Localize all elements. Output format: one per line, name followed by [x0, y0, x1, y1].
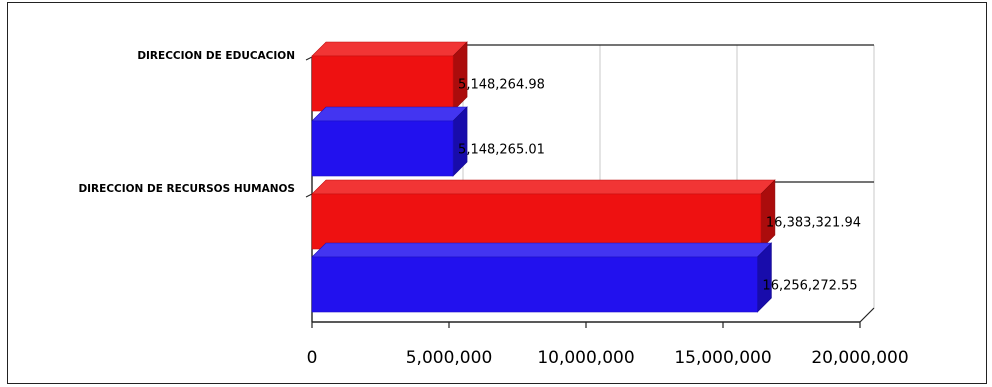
category-label: DIRECCION DE EDUCACION: [137, 50, 295, 62]
bar-top-face: [311, 106, 468, 122]
data-label: 16,256,272.55: [762, 279, 857, 294]
category-tick: [305, 193, 313, 198]
data-label: 5,148,264.98: [458, 78, 545, 93]
x-tick-label: 20,000,000: [811, 348, 908, 368]
bar-top-face: [311, 179, 776, 195]
data-label: 16,383,321.94: [766, 216, 861, 231]
bar: [311, 120, 454, 177]
x-axis-edge: [859, 307, 875, 323]
bar: [311, 55, 454, 112]
x-tick-label: 10,000,000: [537, 348, 634, 368]
x-tick-label: 5,000,000: [406, 348, 493, 368]
bar: [311, 256, 758, 313]
data-label: 5,148,265.01: [458, 143, 545, 158]
bar-top-face: [311, 41, 468, 57]
x-tick-label: 15,000,000: [674, 348, 771, 368]
x-tick-label: 0: [307, 348, 318, 368]
bar-top-face: [311, 242, 773, 258]
category-tick: [305, 56, 313, 61]
bar: [311, 193, 762, 250]
category-label: DIRECCION DE RECURSOS HUMANOS: [78, 183, 295, 195]
